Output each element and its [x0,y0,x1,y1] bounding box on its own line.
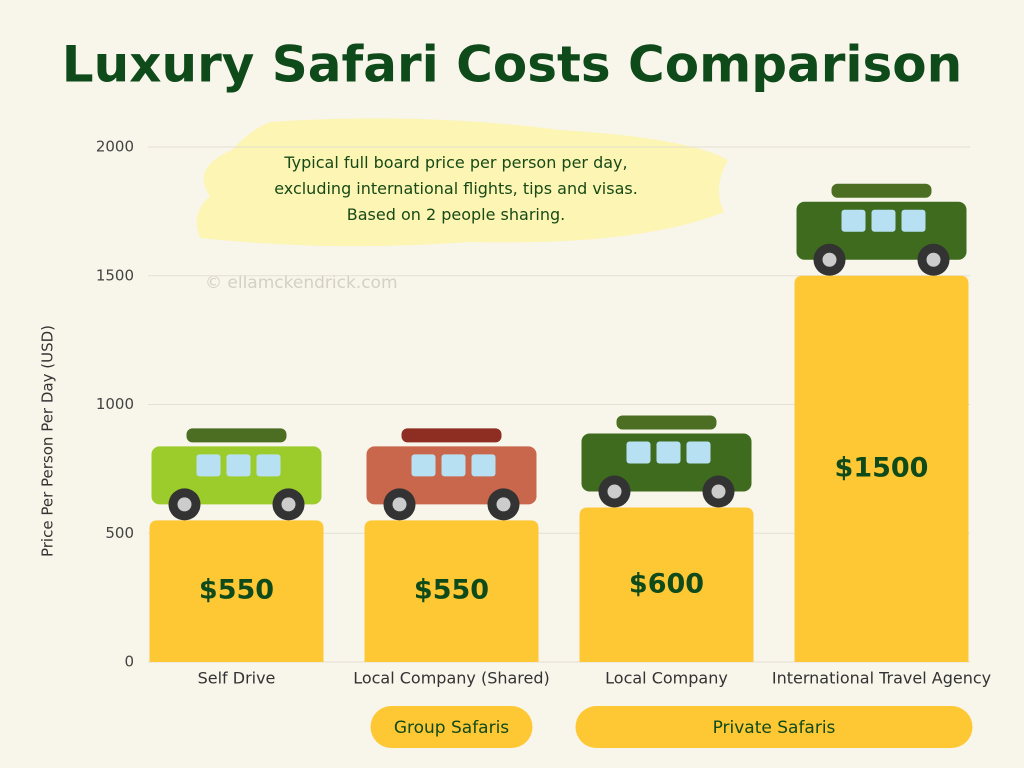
y-tick-label: 1000 [96,395,134,413]
hub [281,497,296,512]
y-tick-label: 0 [124,653,134,671]
group-label: Private Safaris [713,718,836,738]
x-tick-label: Self Drive [198,669,276,688]
annotation-box: Typical full board price per person per … [274,153,638,224]
car-window [871,209,896,232]
car-window [196,454,221,477]
car-window [901,209,926,232]
y-tick-label: 500 [105,524,134,542]
bar [149,520,324,662]
hub [822,252,837,267]
value-label: $1500 [835,452,929,483]
car-window [471,454,496,477]
car-window [256,454,281,477]
hub [711,484,726,499]
car-window [411,454,436,477]
chart-title: Luxury Safari Costs Comparison [62,36,962,94]
roof-rack [401,428,502,443]
x-tick-label: Local Company (Shared) [353,669,550,688]
x-tick-label: International Travel Agency [772,669,991,688]
hub [177,497,192,512]
car-window [841,209,866,232]
roof-rack [831,183,932,198]
x-tick-label: Local Company [605,669,728,688]
car-window [626,441,651,464]
watermark: © ellamckendrick.com [205,273,398,293]
roof-rack [186,428,287,443]
bar [794,275,969,662]
value-label: $550 [199,575,274,606]
hub [392,497,407,512]
hub [607,484,622,499]
hub [496,497,511,512]
vehicle-illustration [796,183,967,276]
vehicle-illustration [151,428,322,521]
group-pill [575,706,973,748]
y-tick-label: 2000 [96,138,134,156]
y-tick-label: 1500 [96,266,134,284]
value-label: $600 [629,568,704,599]
roof-rack [616,415,717,430]
value-label: $550 [414,575,489,606]
car-window [226,454,251,477]
bar [579,507,754,662]
car-window [441,454,466,477]
annotation: Typical full board price per person per … [274,153,638,224]
annotation-highlight [196,118,728,247]
vehicle-illustration [581,415,752,508]
car-window [656,441,681,464]
hub [926,252,941,267]
vehicle-illustration [366,428,537,521]
car-window [686,441,711,464]
group-pill [370,706,533,748]
y-axis-label: Price Per Person Per Day (USD) [39,325,57,557]
bar [364,520,539,662]
group-label: Group Safaris [394,718,509,738]
